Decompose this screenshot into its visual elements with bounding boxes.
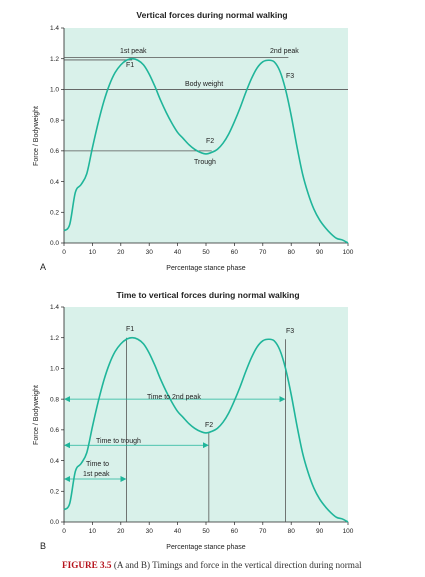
y-tick-label: 0.6	[50, 148, 59, 155]
y-tick-label: 0.2	[50, 488, 59, 495]
y-tick-label: 1.4	[50, 25, 59, 32]
label-2nd-peak: 2nd peak	[270, 48, 299, 55]
y-axis-label-a: Force / Bodyweight	[33, 106, 40, 166]
label-time-trough: Time to trough	[96, 438, 141, 445]
label-1st-peak: 1st peak	[120, 48, 147, 55]
x-axis-label-b: Percentage stance phase	[166, 544, 245, 551]
plot-area-a	[64, 28, 348, 243]
chart-panel-a: Vertical forces during normal walking 0 1…	[33, 10, 354, 272]
chart-panel-b: Time to vertical forces during normal wa…	[33, 290, 354, 551]
label-f2-b: F2	[205, 422, 213, 429]
x-tick-label: 0	[62, 249, 66, 256]
x-tick-label: 100	[343, 528, 354, 535]
x-tick-label: 40	[174, 249, 182, 256]
axes-b: 0 10 20 30 40 50 60 70 80 90 100 0.0 0.2 0.4 0.6 0.8 1.0…	[50, 304, 354, 535]
x-tick-label: 20	[117, 249, 125, 256]
x-tick-label: 100	[343, 249, 354, 256]
y-tick-label: 1.4	[50, 304, 59, 311]
x-tick-label: 30	[146, 249, 154, 256]
x-tick-label: 90	[316, 249, 324, 256]
caption-text: (A and B) Timings and force in the verti…	[111, 560, 362, 570]
y-tick-label: 1.2	[50, 335, 59, 342]
figure-caption: FIGURE 3.5 (A and B) Timings and force i…	[62, 560, 362, 570]
force-curve-b	[63, 336, 349, 523]
y-tick-label: 0.8	[50, 396, 59, 403]
figure-svg: Vertical forces during normal walking 0 1…	[33, 10, 354, 551]
label-f3-a: F3	[286, 73, 294, 80]
x-tick-label: 90	[316, 528, 324, 535]
x-tick-label: 70	[259, 249, 267, 256]
x-tick-label: 70	[259, 528, 267, 535]
x-tick-label: 50	[202, 249, 210, 256]
y-tick-label: 0.0	[50, 519, 59, 526]
y-tick-label: 0.8	[50, 117, 59, 124]
force-curve-a	[63, 57, 349, 244]
chart-a-title: Vertical forces during normal walking	[136, 10, 287, 20]
label-f3-b: F3	[286, 328, 294, 335]
y-tick-label: 0.4	[50, 179, 59, 186]
x-tick-label: 80	[288, 249, 296, 256]
label-trough: Trough	[194, 159, 216, 166]
plot-area-b	[64, 307, 348, 522]
y-axis-label-b: Force / Bodyweight	[33, 385, 40, 445]
x-tick-label: 0	[62, 528, 66, 535]
y-tick-label: 1.0	[50, 87, 59, 94]
chart-b-title: Time to vertical forces during normal wa…	[116, 290, 299, 300]
label-time-1st-peak-line1: Time to	[86, 461, 109, 468]
axes-a: 0 10 20 30 40 50 60 70 80 90 100 0.0 0.2 0.4 0.6 0.8 1.0…	[50, 25, 354, 256]
label-time-1st-peak-line2: 1st peak	[83, 471, 110, 478]
y-tick-label: 0.4	[50, 458, 59, 465]
label-f1-a: F1	[126, 62, 134, 69]
label-f1-b: F1	[126, 326, 134, 333]
x-tick-label: 30	[146, 528, 154, 535]
x-tick-label: 20	[117, 528, 125, 535]
y-tick-label: 0.0	[50, 240, 59, 247]
x-tick-label: 40	[174, 528, 182, 535]
x-tick-label: 60	[231, 249, 239, 256]
label-body-weight: Body weight	[185, 81, 223, 88]
panel-b-letter: B	[40, 541, 46, 551]
panel-a-letter: A	[40, 262, 46, 272]
label-f2-a: F2	[206, 138, 214, 145]
y-tick-label: 1.0	[50, 366, 59, 373]
x-tick-label: 80	[288, 528, 296, 535]
x-tick-label: 60	[231, 528, 239, 535]
reference-lines-a	[64, 57, 348, 152]
x-tick-label: 50	[202, 528, 210, 535]
y-tick-label: 0.6	[50, 427, 59, 434]
y-tick-label: 1.2	[50, 56, 59, 63]
caption-figure-number: FIGURE 3.5	[62, 560, 112, 570]
x-tick-label: 10	[89, 249, 97, 256]
y-tick-label: 0.2	[50, 209, 59, 216]
label-time-2nd-peak: Time to 2nd peak	[147, 394, 201, 401]
x-tick-label: 10	[89, 528, 97, 535]
x-axis-label-a: Percentage stance phase	[166, 265, 245, 272]
